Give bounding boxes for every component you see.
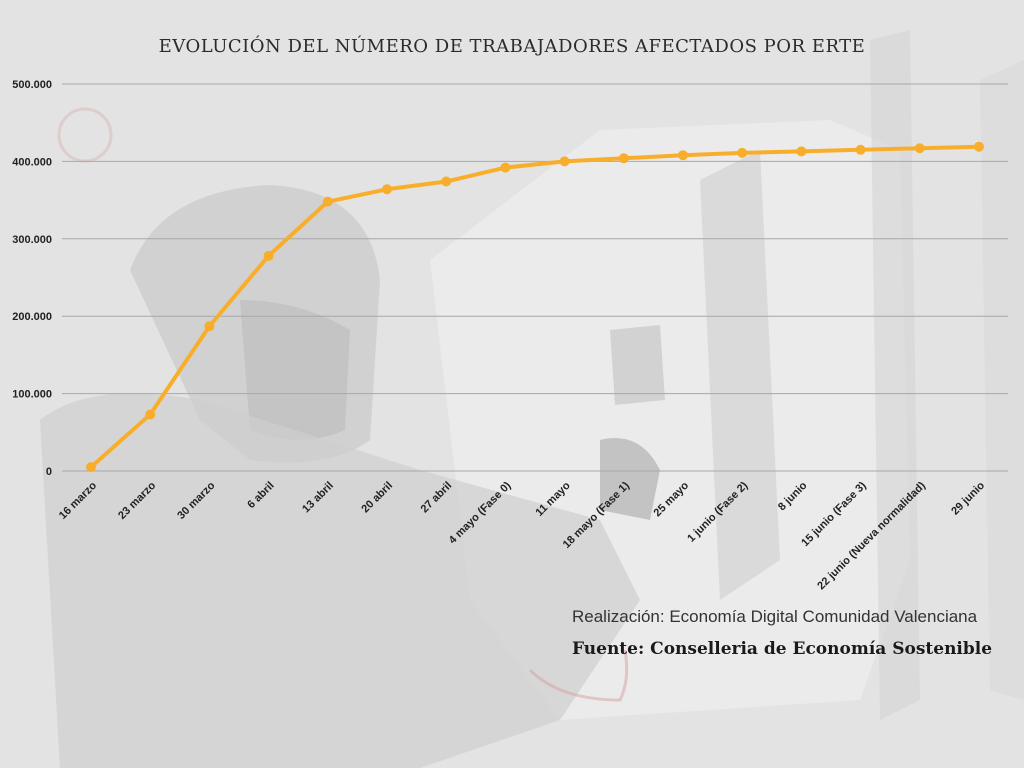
data-point [145, 409, 156, 420]
y-tick-label: 500.000 [12, 79, 52, 91]
x-tick-label: 4 mayo (Fase 0) [447, 479, 514, 546]
source-text: Fuente: Conselleria de Economía Sostenib… [572, 639, 993, 659]
x-tick-label: 11 mayo [534, 479, 573, 518]
data-point [204, 321, 215, 332]
x-tick-label: 1 junio (Fase 2) [685, 479, 750, 544]
y-tick-label: 400.000 [12, 156, 52, 168]
page-title: EVOLUCIÓN DEL NÚMERO DE TRABAJADORES AFE… [158, 36, 866, 57]
data-point [559, 156, 570, 167]
data-point [974, 141, 984, 152]
series-line [89, 144, 981, 470]
data-point [500, 162, 511, 173]
data-point [263, 250, 274, 261]
x-tick-label: 25 mayo [652, 479, 692, 519]
data-point [441, 176, 452, 187]
x-tick-label: 29 junio [949, 479, 987, 517]
x-tick-label: 15 junio (Fase 3) [799, 479, 869, 549]
data-point [678, 150, 688, 161]
x-tick-label: 8 junio [776, 479, 810, 513]
data-point [796, 146, 807, 157]
data-point [322, 196, 333, 207]
x-tick-label: 20 abril [359, 480, 395, 516]
x-tick-label: 23 marzo [116, 479, 158, 521]
y-tick-label: 200.000 [12, 311, 52, 323]
y-tick-label: 100.000 [12, 389, 52, 401]
x-tick-label: 13 abril [300, 480, 336, 516]
x-tick-label: 27 abril [419, 480, 455, 516]
x-tick-label: 16 marzo [57, 479, 99, 521]
data-point [618, 153, 629, 164]
y-tick-label: 0 [46, 466, 52, 478]
data-point [737, 147, 748, 158]
data-point [86, 462, 96, 473]
data-point [914, 143, 925, 154]
x-tick-label: 30 marzo [175, 479, 217, 521]
data-point [855, 144, 866, 155]
data-point [382, 184, 392, 195]
x-tick-label: 18 mayo (Fase 1) [561, 479, 632, 550]
credit-text: Realización: Economía Digital Comunidad … [572, 607, 978, 626]
x-tick-label: 6 abril [245, 480, 276, 511]
x-tick-label: 22 junio (Nueva normalidad) [815, 479, 928, 592]
y-tick-label: 300.000 [12, 234, 52, 246]
